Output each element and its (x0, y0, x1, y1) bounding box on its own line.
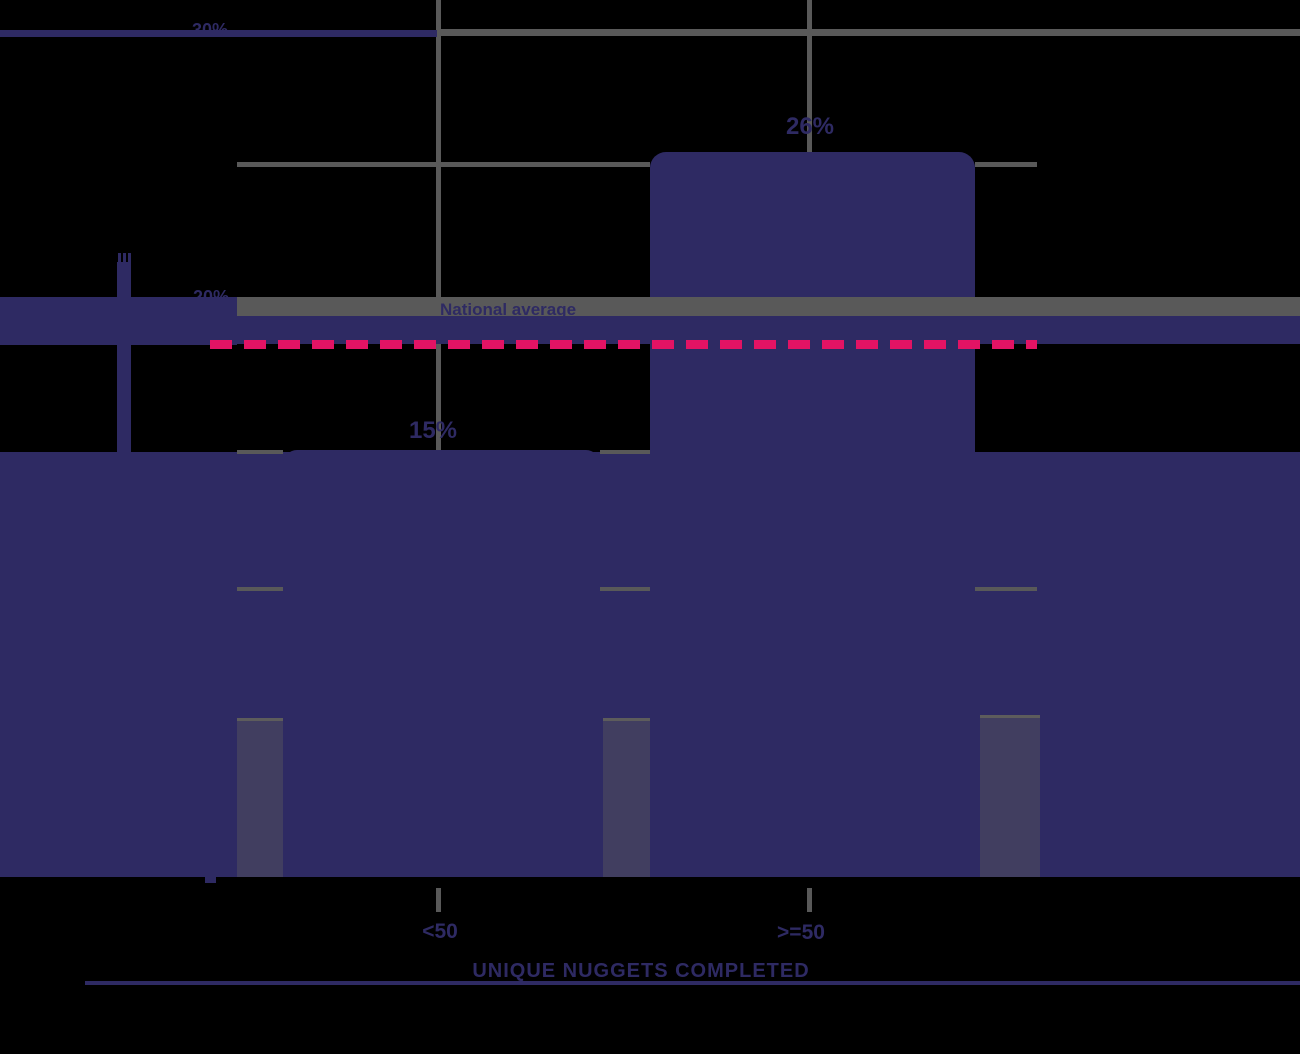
national-average-label: National average (440, 300, 577, 319)
gridline-15pct-segment (600, 450, 650, 454)
gridline-10pct-segment (237, 587, 283, 591)
bar-value-label-ge50: 26% (785, 113, 835, 140)
bottom-navy-line (85, 981, 1300, 985)
gridline-15pct-segment (237, 450, 283, 454)
x-tick-label-ge50: >=50 (777, 921, 825, 944)
navy-band-right (237, 316, 1300, 344)
x-tick-mark-lt50 (436, 888, 441, 912)
bar-lt50[interactable] (283, 450, 600, 877)
gridline-10pct-segment (600, 587, 650, 591)
national-average-dashed-line (210, 340, 1037, 349)
edge-fragment-bar (117, 262, 131, 452)
navy-line-30pct (0, 30, 437, 37)
navy-base-band (0, 452, 1300, 877)
gap-strip (603, 718, 650, 877)
edge-fragment-tooth (118, 253, 121, 263)
gridline-25pct-right-segment (975, 162, 1037, 167)
x-axis-title: UNIQUE NUGGETS COMPLETED (472, 960, 810, 982)
vertical-gridline-ge50 (807, 0, 812, 152)
gridline-10pct-segment (975, 587, 1037, 591)
x-tick-label-lt50: <50 (422, 920, 458, 943)
gridline-30pct (437, 29, 1300, 36)
gap-strip (980, 715, 1040, 877)
edge-fragment-tooth (128, 253, 131, 263)
gap-strip (237, 718, 283, 877)
gridline-20pct-band (237, 297, 1300, 317)
baseline-notch (205, 877, 216, 883)
x-tick-mark-ge50 (807, 888, 812, 912)
bar-value-label-lt50: 15% (408, 417, 458, 444)
edge-fragment-tooth (123, 253, 126, 263)
gridline-25pct-left-segment (237, 162, 650, 167)
vertical-gridline-lt50 (436, 0, 441, 452)
